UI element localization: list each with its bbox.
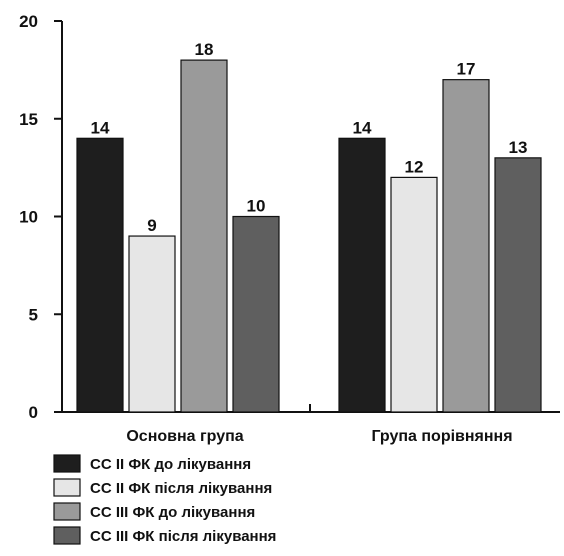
y-tick-label: 5: [29, 305, 38, 324]
data-label: 18: [195, 40, 214, 59]
data-label: 17: [457, 60, 476, 79]
bar: [76, 137, 124, 413]
bar: [128, 235, 176, 413]
bar: [180, 59, 228, 413]
data-label: 12: [405, 157, 424, 176]
legend-label: СС II ФК до лікування: [90, 456, 251, 473]
legend-label: СС III ФК до лікування: [90, 504, 255, 521]
legend-swatch: [53, 526, 81, 545]
data-label: 14: [353, 118, 372, 137]
legend-label: СС II ФК після лікування: [90, 480, 272, 497]
y-tick-label: 15: [19, 110, 38, 129]
y-tick-label: 0: [29, 403, 38, 422]
y-tick-label: 10: [19, 208, 38, 227]
y-tick-label: 20: [19, 12, 38, 31]
data-label: 13: [509, 138, 528, 157]
category-labels: Основна група Група порівняння: [126, 428, 512, 445]
legend: СС II ФК до лікування СС II ФК після ліку…: [53, 454, 276, 545]
bar: [338, 137, 386, 413]
bar: [494, 157, 542, 413]
bar: [232, 215, 280, 413]
data-label: 9: [147, 216, 156, 235]
legend-swatch: [53, 454, 81, 473]
category-label: Основна група: [126, 428, 243, 445]
bar: [442, 79, 490, 413]
data-label: 10: [247, 197, 266, 216]
bar: [390, 176, 438, 413]
legend-swatch: [53, 502, 81, 521]
legend-label: СС III ФК після лікування: [90, 528, 276, 545]
data-labels: 14 9 18 10 14 12 17 13: [91, 40, 528, 235]
category-label: Група порівняння: [371, 428, 512, 445]
data-label: 14: [91, 118, 110, 137]
legend-swatch: [53, 478, 81, 497]
bars: [76, 59, 542, 413]
